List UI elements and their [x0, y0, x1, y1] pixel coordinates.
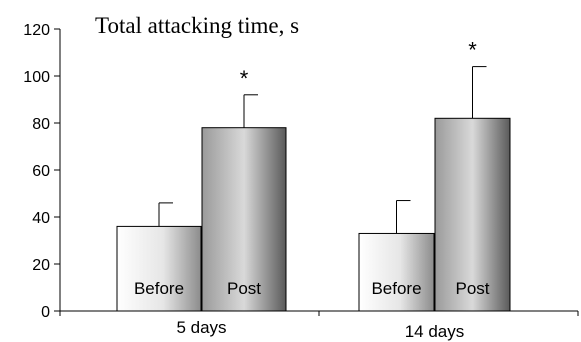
bar	[358, 232, 435, 312]
y-tick-label: 60	[32, 163, 50, 180]
x-axis	[59, 310, 579, 316]
bar-label: Post	[227, 279, 261, 298]
significance-marker: *	[468, 38, 477, 63]
bar	[201, 127, 287, 312]
y-tick-label: 20	[32, 257, 50, 274]
x-category-label: 5 days	[176, 318, 226, 337]
chart-title: Total attacking time, s	[95, 13, 299, 38]
bar-label: Before	[371, 279, 421, 298]
y-tick-label: 80	[32, 116, 50, 133]
y-tick-label: 0	[41, 304, 50, 321]
bar-group: Before Post * 14 days	[358, 38, 511, 341]
bar-label: Post	[455, 279, 489, 298]
y-axis: 0 20 40 60 80 100 120	[23, 22, 61, 321]
bar	[116, 225, 202, 312]
y-tick-label: 120	[23, 22, 50, 39]
bar-label: Before	[134, 279, 184, 298]
bars: Before Post * 5 days Before Post * 14 days	[116, 38, 511, 341]
bar-group: Before Post * 5 days	[116, 66, 287, 337]
y-tick-label: 100	[23, 69, 50, 86]
y-tick-label: 40	[32, 210, 50, 227]
significance-marker: *	[240, 66, 249, 91]
x-category-label: 14 days	[405, 322, 465, 341]
